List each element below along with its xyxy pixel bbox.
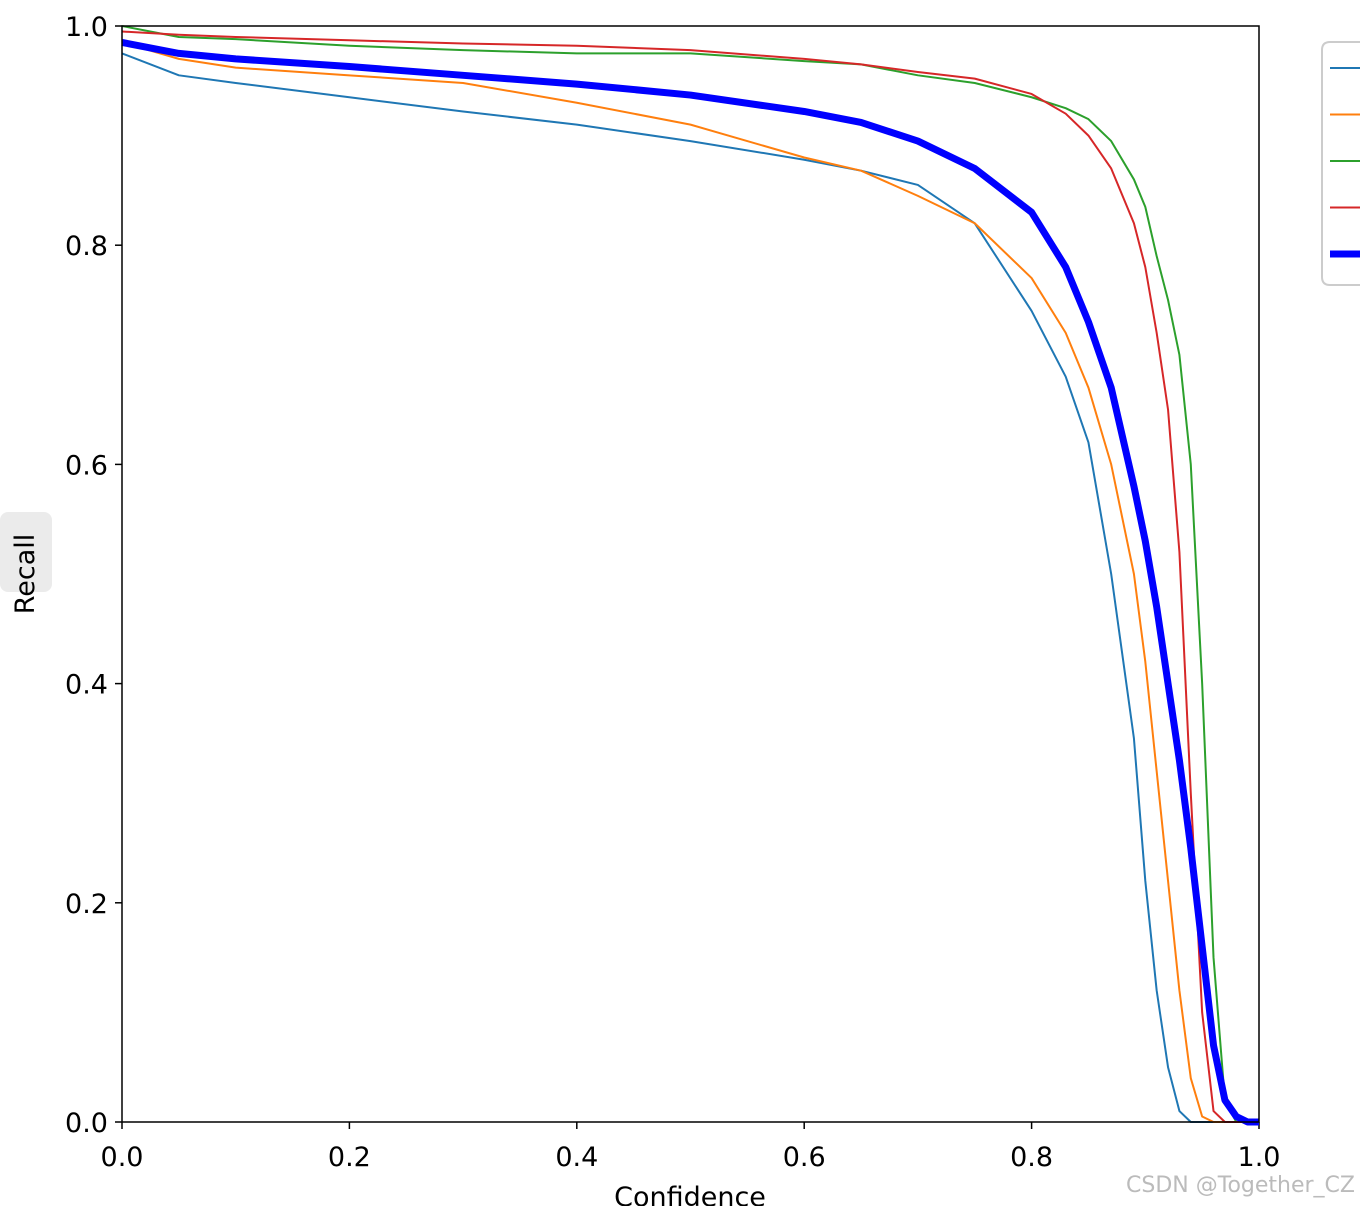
- y-axis-label: Recall: [10, 534, 41, 615]
- x-tick-label: 1.0: [1238, 1142, 1281, 1173]
- y-tick-label: 1.0: [65, 12, 108, 43]
- x-axis-label: Confidence: [614, 1182, 766, 1206]
- series-line: [121, 52, 1259, 1123]
- y-tick-label: 0.4: [65, 670, 108, 701]
- series-line: [121, 25, 1259, 1123]
- series-line: [121, 41, 1259, 1123]
- y-tick-label: 0.8: [65, 231, 108, 262]
- side-button[interactable]: [0, 512, 52, 592]
- y-tick-label: 0.0: [65, 1108, 108, 1139]
- plot-frame: [121, 25, 1260, 1123]
- x-tick-label: 0.8: [1010, 1142, 1053, 1173]
- y-tick-label: 0.6: [65, 450, 108, 481]
- x-tick-label: 0.2: [328, 1142, 371, 1173]
- watermark: CSDN @Together_CZ: [1126, 1173, 1355, 1198]
- y-tick-label: 0.2: [65, 889, 108, 920]
- x-tick-label: 0.4: [555, 1142, 598, 1173]
- x-tick-label: 0.0: [101, 1142, 144, 1173]
- series-line: [121, 39, 1259, 1126]
- series-line: [121, 30, 1259, 1123]
- legend-box: [1321, 41, 1360, 286]
- x-tick-label: 0.6: [783, 1142, 826, 1173]
